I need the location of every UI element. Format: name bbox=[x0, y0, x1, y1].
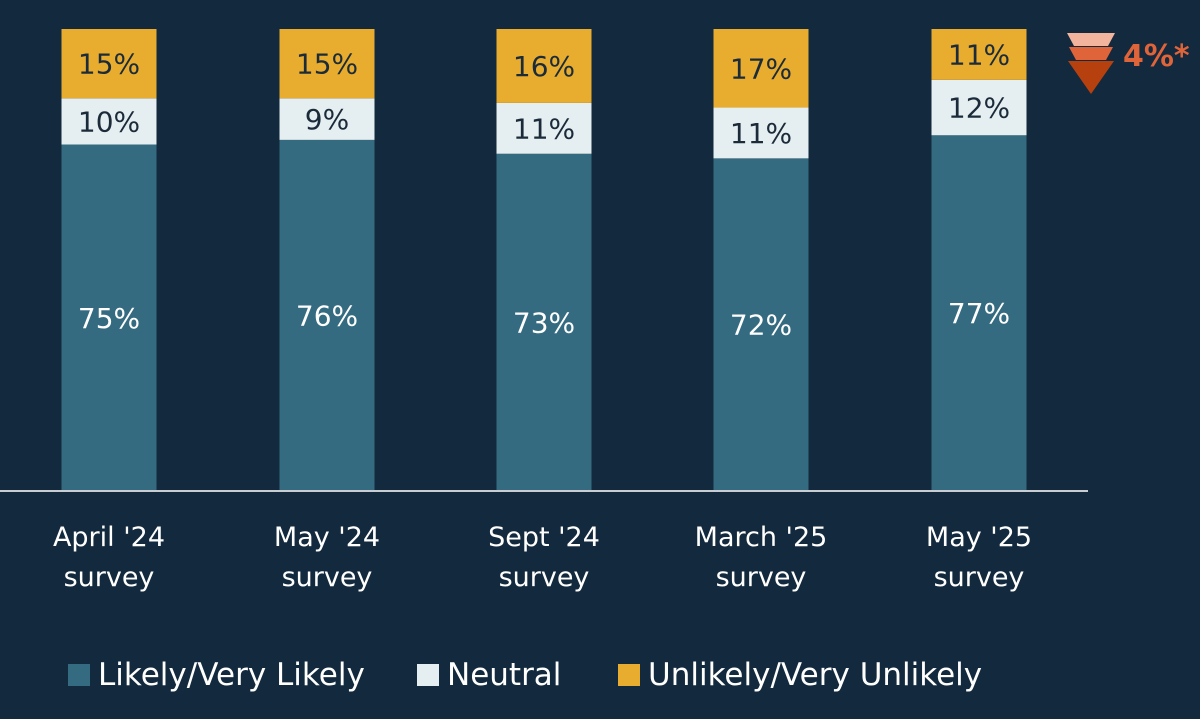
bar-group-3: 72% 11% 17% bbox=[713, 29, 809, 492]
data-label: 15% bbox=[78, 48, 140, 81]
data-label: 11% bbox=[730, 117, 792, 150]
x-tick-label: survey bbox=[716, 562, 807, 593]
legend-swatch bbox=[68, 664, 90, 686]
legend-label: Unlikely/Very Unlikely bbox=[648, 657, 982, 693]
indicator-label: 4%* bbox=[1123, 39, 1190, 74]
data-label: 73% bbox=[513, 306, 575, 339]
down-arrow-icon bbox=[1068, 61, 1114, 94]
data-label: 16% bbox=[513, 50, 575, 83]
data-label: 72% bbox=[730, 309, 792, 342]
x-tick-label: Sept '24 bbox=[488, 522, 600, 553]
indicator-arrow-top bbox=[1067, 33, 1115, 46]
x-tick-label: survey bbox=[64, 562, 155, 593]
bar-segment-unlikely-very-unlikely-3 bbox=[713, 29, 809, 108]
bar-group-0: 75% 10% 15% bbox=[61, 29, 157, 491]
bar-segment-neutral-2 bbox=[496, 102, 592, 154]
x-tick-label: survey bbox=[499, 562, 590, 593]
bar-segment-unlikely-very-unlikely-1 bbox=[279, 29, 375, 99]
bar-segment-unlikely-very-unlikely-4 bbox=[931, 29, 1027, 80]
bar-segment-likely-very-likely-4 bbox=[931, 135, 1027, 491]
bar-group-4: 77% 12% 11% bbox=[931, 29, 1027, 491]
bar-segment-neutral-3 bbox=[713, 107, 809, 159]
bar-segment-likely-very-likely-0 bbox=[61, 144, 157, 491]
legend-swatch bbox=[417, 664, 439, 686]
x-tick-label: March '25 bbox=[695, 522, 828, 553]
legend-label: Neutral bbox=[447, 657, 561, 693]
legend-label: Likely/Very Likely bbox=[98, 657, 365, 693]
data-label: 11% bbox=[948, 38, 1010, 71]
data-label: 15% bbox=[296, 48, 358, 81]
bar-segment-neutral-0 bbox=[61, 98, 157, 145]
data-label: 17% bbox=[730, 52, 792, 85]
indicator-arrow-mid bbox=[1069, 47, 1113, 60]
bar-segment-likely-very-likely-1 bbox=[279, 139, 375, 491]
change-indicator: 4%* bbox=[1067, 33, 1190, 94]
x-tick-label: survey bbox=[282, 562, 373, 593]
bar-group-2: 73% 11% 16% bbox=[496, 29, 592, 492]
legend-swatch bbox=[618, 664, 640, 686]
data-label: 75% bbox=[78, 302, 140, 335]
legend-item: Neutral bbox=[417, 657, 561, 693]
x-tick-label: April '24 bbox=[53, 522, 165, 553]
bar-segment-neutral-1 bbox=[279, 98, 375, 140]
data-label: 76% bbox=[296, 299, 358, 332]
x-tick-label: survey bbox=[934, 562, 1025, 593]
x-tick-label: May '25 bbox=[926, 522, 1032, 553]
bar-segment-likely-very-likely-3 bbox=[713, 158, 809, 492]
data-label: 10% bbox=[78, 105, 140, 138]
data-label: 9% bbox=[305, 103, 349, 136]
data-label: 77% bbox=[948, 297, 1010, 330]
bar-segment-unlikely-very-unlikely-2 bbox=[496, 29, 592, 103]
bar-segment-neutral-4 bbox=[931, 79, 1027, 136]
data-label: 12% bbox=[948, 92, 1010, 125]
bar-segment-likely-very-likely-2 bbox=[496, 153, 592, 492]
bar-segment-unlikely-very-unlikely-0 bbox=[61, 29, 157, 99]
x-tick-label: May '24 bbox=[274, 522, 380, 553]
bar-group-1: 76% 9% 15% bbox=[279, 29, 375, 491]
legend-item: Likely/Very Likely bbox=[68, 657, 365, 693]
legend-item: Unlikely/Very Unlikely bbox=[618, 657, 982, 693]
data-label: 11% bbox=[513, 112, 575, 145]
